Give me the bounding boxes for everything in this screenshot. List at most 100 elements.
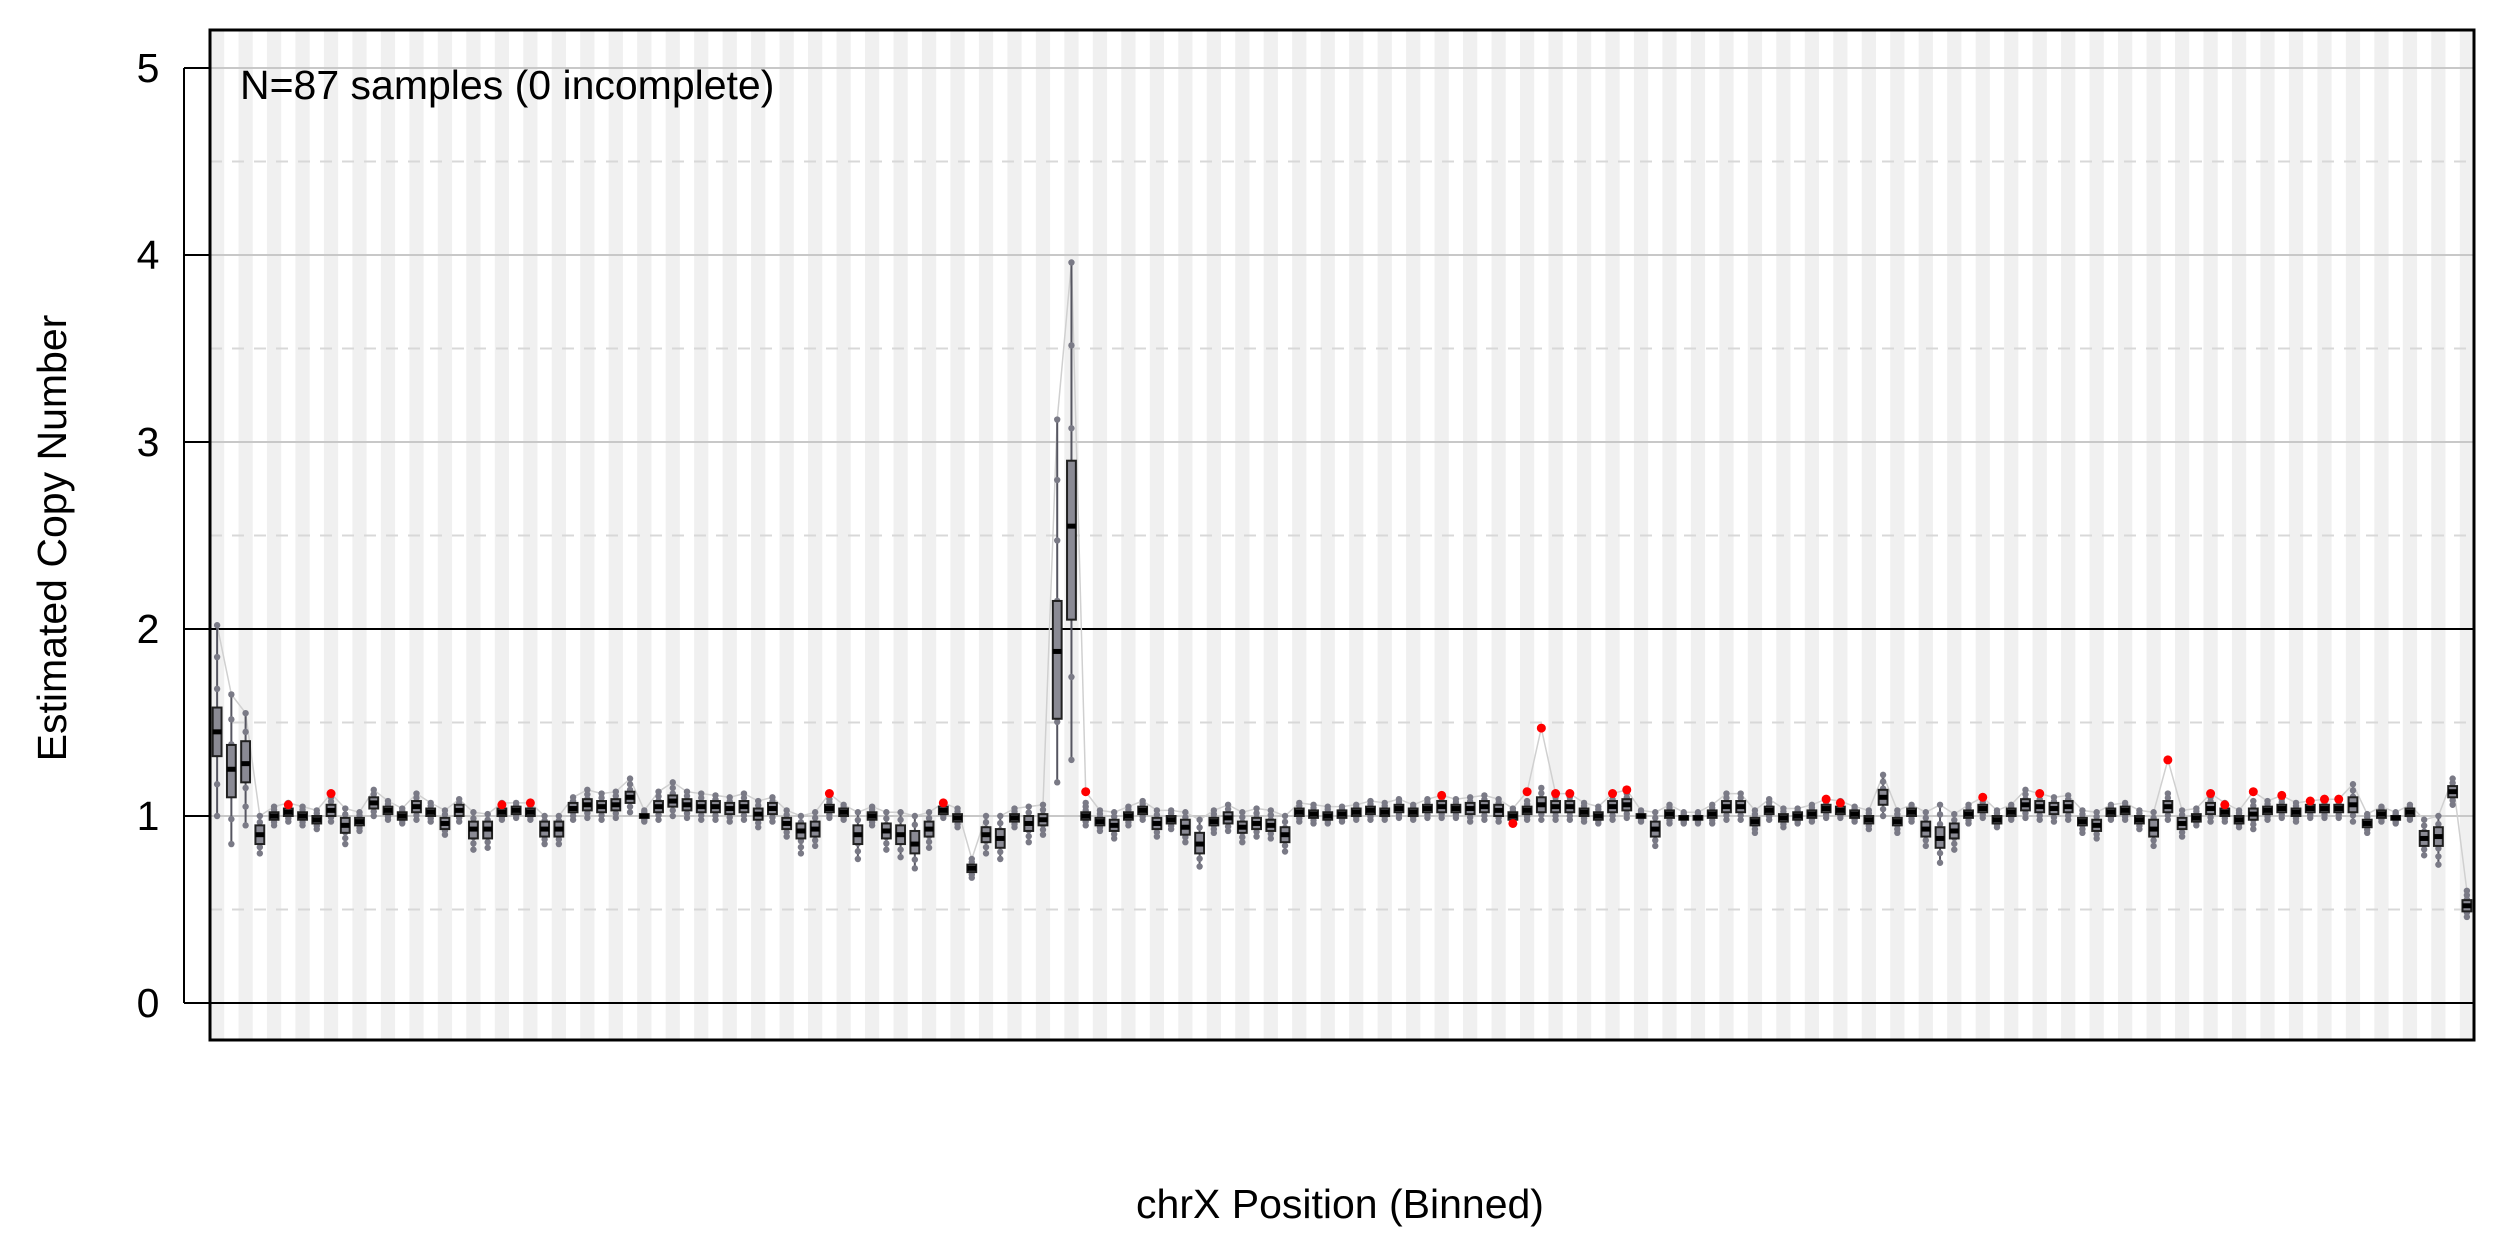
- sample-point: [726, 794, 733, 801]
- bin-boxplot: [1436, 790, 1448, 822]
- sample-point: [911, 821, 919, 828]
- sample-point: [883, 815, 890, 822]
- sample-point: [584, 786, 591, 794]
- sample-point: [1367, 797, 1374, 805]
- sample-point: [897, 816, 904, 823]
- outlier-point: [1522, 787, 1532, 797]
- sample-point: [797, 843, 805, 851]
- bin-stripe: [1719, 30, 1734, 1040]
- sample-point: [1680, 809, 1687, 816]
- sample-point: [1025, 803, 1032, 810]
- y-axis: 0 1 2 3 4 5: [137, 45, 210, 1026]
- bin-boxplot: [1422, 795, 1433, 822]
- bin-stripe: [551, 30, 566, 1040]
- sample-point: [484, 844, 491, 851]
- outlier-point: [2319, 794, 2329, 804]
- bin-boxplot: [1706, 801, 1718, 827]
- sample-point: [356, 809, 363, 816]
- sample-point: [413, 790, 420, 797]
- bin-boxplot: [838, 801, 850, 823]
- sample-point: [228, 691, 235, 698]
- sample-point: [1253, 828, 1260, 836]
- sample-point: [2250, 802, 2257, 809]
- sample-point: [2349, 781, 2357, 788]
- sample-point: [1039, 831, 1047, 838]
- bin-boxplot: [2461, 887, 2473, 921]
- bin-boxplot: [1450, 795, 1462, 822]
- bin-boxplot: [2034, 789, 2046, 823]
- outlier-point: [2334, 794, 2344, 804]
- sample-point: [2022, 809, 2029, 817]
- y-tick-label: 3: [137, 419, 160, 465]
- bin-boxplot: [1108, 809, 1120, 842]
- sample-point: [1751, 807, 1759, 814]
- sample-point: [1780, 805, 1787, 812]
- bin-boxplot: [411, 790, 422, 823]
- bin-boxplot: [524, 798, 536, 823]
- bin-boxplot: [2077, 807, 2088, 837]
- sample-point: [213, 622, 221, 629]
- sample-point: [1054, 416, 1061, 423]
- sample-point: [1281, 812, 1289, 820]
- outlier-point: [283, 800, 293, 810]
- bin-stripe: [466, 30, 481, 1040]
- sample-point: [2364, 810, 2371, 818]
- outlier-point: [938, 798, 948, 808]
- sample-point: [1253, 833, 1260, 840]
- bin-boxplot: [1550, 789, 1561, 823]
- sample-point: [484, 838, 491, 846]
- bin-boxplot: [880, 809, 892, 853]
- sample-point: [968, 855, 975, 863]
- outlier-point: [1536, 723, 1546, 733]
- sample-point: [2420, 852, 2428, 859]
- sample-point: [1922, 809, 1929, 816]
- sample-point: [541, 840, 548, 848]
- bin-boxplot: [1151, 807, 1163, 840]
- sample-point: [470, 815, 477, 822]
- sample-point: [1182, 838, 1189, 846]
- bin-boxplot: [710, 792, 721, 823]
- bin-boxplot: [1037, 801, 1049, 838]
- sample-point: [1054, 476, 1061, 484]
- sample-point: [1239, 814, 1246, 821]
- bin-boxplot: [1963, 801, 1974, 827]
- outlier-point: [1835, 798, 1845, 808]
- bin-boxplot: [895, 809, 907, 861]
- bin-boxplot: [1293, 799, 1305, 825]
- bin-boxplot: [937, 798, 949, 822]
- sample-point: [840, 801, 847, 808]
- iqr-box: [1051, 599, 1063, 720]
- outlier-point: [497, 800, 507, 810]
- bin-stripe: [352, 30, 367, 1040]
- sample-point: [1182, 809, 1189, 816]
- bin-boxplot: [1621, 785, 1633, 822]
- sample-point: [925, 809, 933, 816]
- sample-point: [2449, 775, 2456, 782]
- bin-boxplot: [2404, 801, 2416, 823]
- bin-stripe: [1804, 30, 1820, 1040]
- bin-boxplot: [681, 788, 693, 822]
- bin-boxplot: [1678, 809, 1690, 827]
- sample-point: [1196, 863, 1203, 870]
- bin-boxplot: [2290, 799, 2302, 825]
- bin-boxplot: [1521, 787, 1533, 823]
- bin-stripe: [2004, 30, 2019, 1040]
- sample-point: [2150, 842, 2157, 850]
- bin-boxplot: [1991, 807, 2003, 831]
- bin-stripe: [1406, 30, 1421, 1040]
- sample-point: [342, 811, 349, 818]
- sample-point: [484, 810, 491, 818]
- sample-point: [626, 775, 634, 782]
- sample-point: [1068, 756, 1075, 764]
- sample-point: [1922, 814, 1929, 822]
- sample-point: [242, 709, 249, 717]
- bin-boxplot: [2319, 794, 2330, 822]
- sample-point: [1054, 779, 1061, 786]
- sample-point: [2406, 801, 2414, 808]
- sample-point: [1068, 425, 1075, 432]
- bin-boxplot: [1863, 807, 1875, 833]
- sample-point: [441, 807, 449, 814]
- sample-point: [384, 797, 392, 805]
- sample-point: [213, 653, 221, 661]
